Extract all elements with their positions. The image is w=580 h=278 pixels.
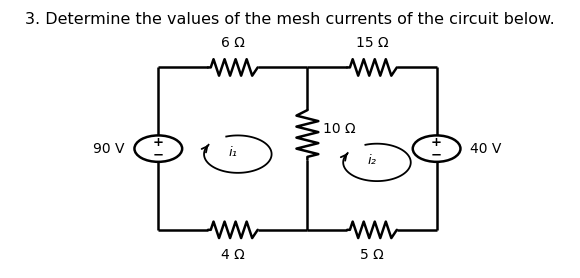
Text: 10 Ω: 10 Ω [323,122,356,136]
Text: +: + [153,136,164,149]
Text: 4 Ω: 4 Ω [221,248,245,262]
Text: 15 Ω: 15 Ω [356,36,389,49]
Text: −: − [153,148,164,162]
Text: +: + [431,136,442,149]
Text: i₂: i₂ [367,154,376,167]
Text: 40 V: 40 V [470,142,502,156]
Text: 6 Ω: 6 Ω [221,36,245,49]
Text: 5 Ω: 5 Ω [360,248,384,262]
Text: 90 V: 90 V [93,142,125,156]
Text: i₁: i₁ [229,146,237,159]
Text: 3. Determine the values of the mesh currents of the circuit below.: 3. Determine the values of the mesh curr… [25,13,555,28]
Text: −: − [431,148,442,162]
